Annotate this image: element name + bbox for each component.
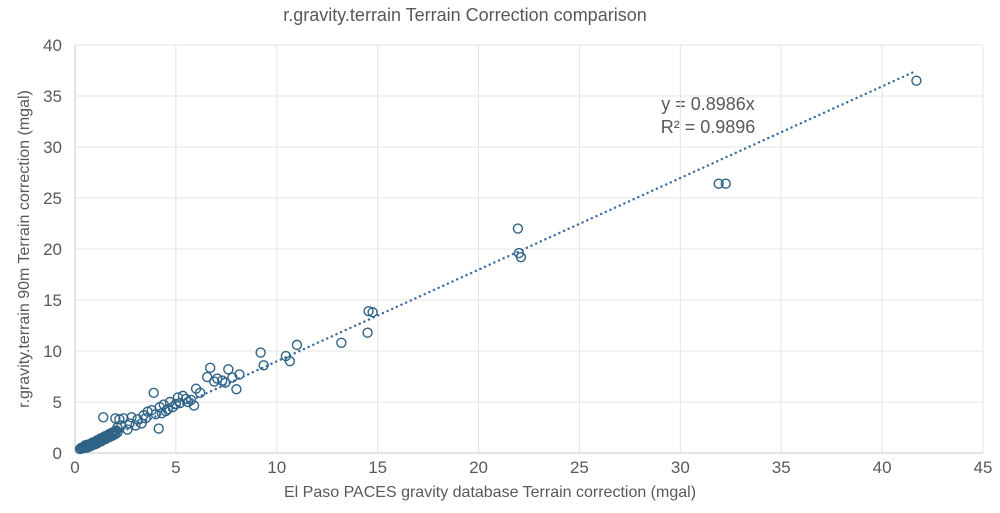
x-tick-label: 0 <box>70 458 79 477</box>
data-point <box>220 377 231 388</box>
data-point <box>204 362 216 374</box>
data-point <box>140 413 151 424</box>
data-point <box>182 396 194 408</box>
data-point <box>164 396 176 408</box>
data-point <box>118 413 129 424</box>
data-point <box>234 369 245 380</box>
data-point <box>201 371 213 383</box>
x-tick-label: 35 <box>772 458 791 477</box>
chart-title: r.gravity.terrain Terrain Correction com… <box>283 5 647 25</box>
data-point <box>122 424 133 435</box>
x-tick-label: 40 <box>873 458 892 477</box>
x-tick-label: 25 <box>570 458 589 477</box>
data-point <box>177 390 189 402</box>
data-point <box>212 373 223 384</box>
data-point <box>284 356 296 367</box>
x-tick-label: 20 <box>469 458 488 477</box>
x-axis-title: El Paso PACES gravity database Terrain c… <box>283 484 697 501</box>
r-squared-label: R² = 0.9896 <box>660 117 756 137</box>
data-point <box>223 364 234 375</box>
data-point <box>180 393 192 405</box>
x-tick-label: 10 <box>267 458 286 477</box>
data-point <box>185 394 197 406</box>
y-tick-label: 40 <box>43 36 62 55</box>
y-tick-label: 10 <box>43 342 62 361</box>
x-tick-label: 15 <box>368 458 387 477</box>
data-point <box>713 178 724 189</box>
data-point <box>162 403 174 415</box>
data-point <box>188 400 200 411</box>
data-point <box>367 307 378 318</box>
x-tick-label: 5 <box>171 458 180 477</box>
data-point <box>217 375 228 386</box>
data-point <box>148 387 159 399</box>
x-tick-label: 30 <box>671 458 690 477</box>
data-point <box>512 223 524 234</box>
data-point <box>124 418 135 429</box>
data-point <box>911 75 922 86</box>
data-point <box>258 360 269 371</box>
trendline <box>79 70 916 452</box>
y-tick-label: 25 <box>43 189 62 208</box>
y-tick-label: 0 <box>53 444 62 463</box>
data-point <box>291 339 303 351</box>
data-point <box>363 306 374 317</box>
y-tick-label: 20 <box>43 240 62 259</box>
data-point <box>126 412 137 423</box>
data-point <box>231 384 242 395</box>
y-tick-label: 5 <box>53 393 62 412</box>
data-point <box>255 347 266 358</box>
data-point <box>209 376 220 387</box>
data-point <box>515 251 527 263</box>
y-tick-label: 15 <box>43 291 62 310</box>
y-tick-label: 35 <box>43 87 62 106</box>
data-point <box>130 420 141 431</box>
data-point <box>194 387 206 399</box>
x-tick-label: 45 <box>974 458 993 477</box>
data-point <box>170 398 182 410</box>
data-point <box>362 327 373 338</box>
trendline-annotation: y = 0.8986x R² = 0.9896 <box>661 93 756 139</box>
trendline-equation-label: y = 0.8986x <box>661 94 755 114</box>
data-point <box>720 178 731 189</box>
y-tick-label: 30 <box>43 138 62 157</box>
data-point <box>172 392 184 403</box>
data-point <box>153 423 164 434</box>
y-axis-title: r.gravity.terrain 90m Terrain correction… <box>16 90 33 408</box>
data-point <box>227 372 238 383</box>
data-point <box>98 412 109 423</box>
data-point <box>336 337 347 349</box>
